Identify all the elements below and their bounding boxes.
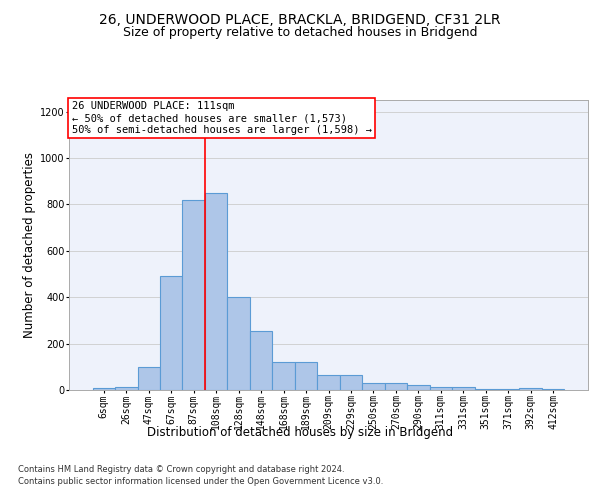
Text: 26, UNDERWOOD PLACE, BRACKLA, BRIDGEND, CF31 2LR: 26, UNDERWOOD PLACE, BRACKLA, BRIDGEND, …	[99, 12, 501, 26]
Bar	[452, 386, 475, 390]
Bar	[160, 276, 182, 390]
Bar	[475, 389, 497, 390]
Bar	[385, 383, 407, 390]
Text: Size of property relative to detached houses in Bridgend: Size of property relative to detached ho…	[123, 26, 477, 39]
Y-axis label: Number of detached properties: Number of detached properties	[23, 152, 36, 338]
Bar	[115, 386, 137, 390]
Bar	[497, 389, 520, 390]
Bar	[362, 383, 385, 390]
Bar	[272, 362, 295, 390]
Text: Contains HM Land Registry data © Crown copyright and database right 2024.: Contains HM Land Registry data © Crown c…	[18, 465, 344, 474]
Bar	[407, 386, 430, 390]
Bar	[92, 388, 115, 390]
Text: 26 UNDERWOOD PLACE: 111sqm
← 50% of detached houses are smaller (1,573)
50% of s: 26 UNDERWOOD PLACE: 111sqm ← 50% of deta…	[71, 102, 371, 134]
Bar	[430, 386, 452, 390]
Bar	[542, 389, 565, 390]
Bar	[317, 375, 340, 390]
Bar	[250, 331, 272, 390]
Bar	[520, 388, 542, 390]
Bar	[227, 297, 250, 390]
Bar	[340, 375, 362, 390]
Bar	[182, 200, 205, 390]
Text: Contains public sector information licensed under the Open Government Licence v3: Contains public sector information licen…	[18, 478, 383, 486]
Bar	[137, 367, 160, 390]
Bar	[205, 193, 227, 390]
Bar	[295, 362, 317, 390]
Text: Distribution of detached houses by size in Bridgend: Distribution of detached houses by size …	[147, 426, 453, 439]
